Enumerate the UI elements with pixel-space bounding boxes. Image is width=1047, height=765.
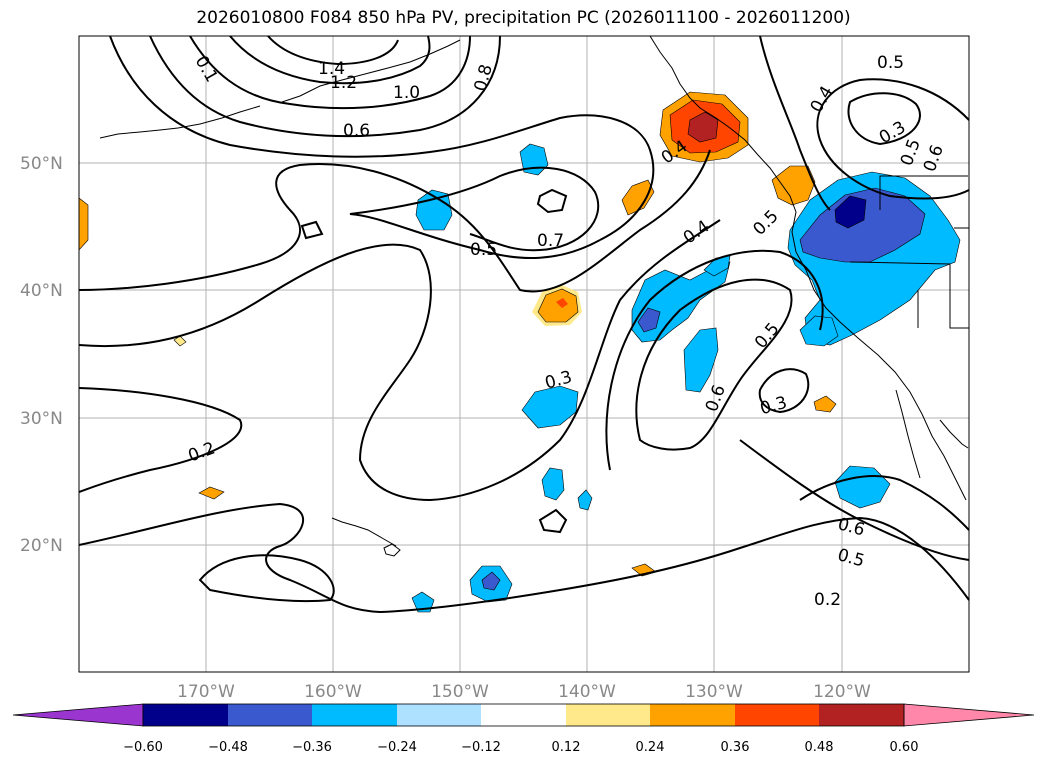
pv-contour-0.3-left bbox=[78, 387, 243, 493]
lon-label: 170°W bbox=[177, 682, 235, 702]
lon-label: 130°W bbox=[685, 682, 743, 702]
colorbar-tick: 0.60 bbox=[890, 740, 919, 755]
colorbar-tick: −0.36 bbox=[292, 740, 332, 755]
colorbar-frame bbox=[142, 703, 905, 727]
precip-negative-area bbox=[799, 315, 839, 347]
colorbar-segment bbox=[566, 704, 650, 726]
hawaii-islands bbox=[331, 517, 397, 547]
pv-contour-0.6-south bbox=[799, 475, 970, 531]
lat-label: 50°N bbox=[20, 154, 63, 174]
pv-contour-0.5 bbox=[78, 149, 711, 293]
colorbar-tick: −0.60 bbox=[123, 740, 163, 755]
map-title: 2026010800 F084 850 hPa PV, precipitatio… bbox=[196, 8, 851, 28]
colorbar-tick: 0.48 bbox=[805, 740, 834, 755]
lat-label: 20°N bbox=[20, 536, 63, 556]
precip-positive-area bbox=[537, 288, 579, 323]
precip-positive-area bbox=[556, 298, 568, 308]
lon-label: 120°W bbox=[813, 682, 871, 702]
colorbar-tick: −0.12 bbox=[461, 740, 501, 755]
coastlines bbox=[99, 35, 969, 557]
pv-contour-0.2 bbox=[78, 502, 970, 614]
lat-axis: 50°N 40°N 30°N 20°N bbox=[20, 154, 63, 556]
alaska-peninsula-coast bbox=[281, 39, 461, 103]
precip-negative-area bbox=[577, 489, 593, 511]
precip-negative-area bbox=[799, 187, 926, 263]
lat-label: 40°N bbox=[20, 281, 63, 301]
pv-contour-1.0 bbox=[189, 35, 471, 110]
lon-label: 140°W bbox=[558, 682, 616, 702]
colorbar-segment bbox=[143, 704, 228, 726]
colorbar-tick: 0.24 bbox=[636, 740, 665, 755]
pv-contour-1.4 bbox=[267, 35, 399, 66]
precip-negative-area bbox=[683, 327, 719, 393]
colorbar-over-arrow bbox=[903, 703, 1035, 727]
contour-label: 0.2 bbox=[814, 590, 841, 610]
pv-contour-0.4 bbox=[759, 35, 831, 211]
north-america-coast bbox=[649, 35, 967, 501]
colorbar-tick: −0.24 bbox=[377, 740, 417, 755]
us-canada-border bbox=[879, 175, 968, 210]
colorbar-segment bbox=[228, 704, 312, 726]
colorbar-segment bbox=[735, 704, 819, 726]
colorbar-tick: 0.12 bbox=[552, 740, 581, 755]
pv-contour-0.2-closed bbox=[198, 554, 335, 603]
contour-label: 0.7 bbox=[537, 231, 564, 251]
colorbar: −0.60 −0.48 −0.36 −0.24 −0.12 0.12 0.24 … bbox=[12, 703, 1035, 755]
colorbar-segment bbox=[481, 704, 566, 726]
state-border bbox=[849, 261, 969, 329]
colorbar-tick: −0.48 bbox=[208, 740, 248, 755]
precip-negative-area bbox=[521, 385, 579, 429]
mexico-mainland-coast bbox=[939, 419, 969, 449]
precip-positive-area bbox=[621, 179, 655, 216]
pv-contours bbox=[78, 35, 970, 614]
pv-contour-0.5-south bbox=[739, 439, 970, 561]
map-frame bbox=[78, 35, 970, 673]
pv-contour-0.5-trough bbox=[605, 249, 824, 471]
colorbar-tick: 0.36 bbox=[721, 740, 750, 755]
precip-negative-area bbox=[637, 307, 661, 333]
contour-label: 1.0 bbox=[393, 83, 420, 103]
hawaii-big-island bbox=[383, 543, 401, 557]
pv-contour-0.3-east bbox=[847, 92, 921, 146]
lon-label: 150°W bbox=[431, 682, 489, 702]
lon-axis: 170°W 160°W 150°W 140°W 130°W 120°W bbox=[177, 682, 871, 702]
pv-contour-0.7 bbox=[349, 166, 601, 260]
colorbar-segment bbox=[819, 704, 904, 726]
baja-california-coast bbox=[895, 389, 921, 479]
aleutian-islands bbox=[99, 105, 261, 139]
precip-shading bbox=[78, 91, 961, 613]
pv-contour-1.2 bbox=[229, 35, 431, 85]
precip-negative-area bbox=[541, 467, 565, 501]
colorbar-under-arrow bbox=[12, 703, 144, 727]
colorbar-segment bbox=[397, 704, 481, 726]
pv-contour-0.8 bbox=[149, 35, 501, 138]
contour-label: 0.5 bbox=[877, 53, 904, 73]
pv-contour-0.3-trough bbox=[758, 368, 810, 414]
precip-negative-area bbox=[415, 189, 453, 231]
contour-label: 1.4 bbox=[318, 59, 345, 79]
lat-label: 30°N bbox=[20, 409, 63, 429]
precip-negative-area bbox=[834, 195, 867, 229]
lon-label: 160°W bbox=[304, 682, 362, 702]
precip-positive-area bbox=[687, 111, 719, 143]
colorbar-segment bbox=[312, 704, 397, 726]
map-background bbox=[79, 36, 969, 672]
colorbar-segment bbox=[650, 704, 735, 726]
contour-label: 0.5 bbox=[470, 240, 497, 260]
precip-negative-area bbox=[481, 571, 501, 591]
contour-label: 0.6 bbox=[343, 121, 370, 141]
pv-contour-0.3 bbox=[78, 219, 721, 502]
pv-contour-closed bbox=[300, 220, 324, 240]
pv-contour-0.6-trough bbox=[635, 278, 793, 451]
precip-positive-area bbox=[813, 395, 837, 413]
contour-label: 1.2 bbox=[330, 73, 357, 93]
map-panel: 0.1 1.4 1.2 1.0 0.8 0.6 0.5 0.7 0.5 0.3 … bbox=[78, 35, 970, 673]
pv-contour-0.5-east bbox=[816, 78, 970, 200]
pv-contour-0.7-closed bbox=[536, 188, 568, 214]
pv-contour-closed bbox=[538, 508, 568, 534]
precip-positive-area bbox=[771, 165, 816, 206]
pv-contour-0.6 bbox=[109, 35, 655, 241]
precip-positive-area bbox=[198, 486, 225, 500]
